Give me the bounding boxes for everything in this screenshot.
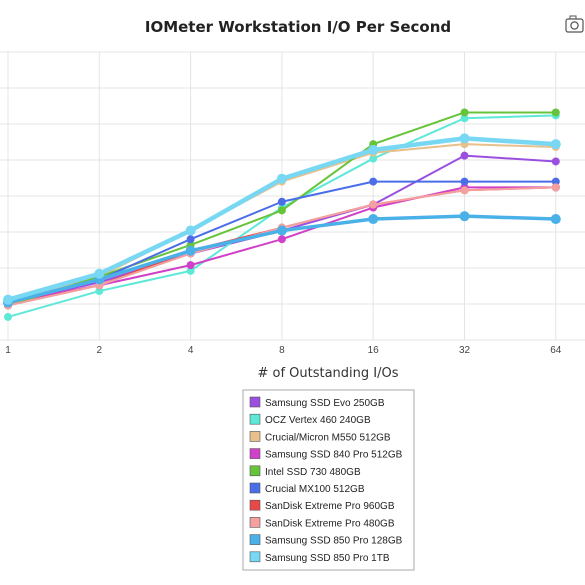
legend-label: Crucial/Micron M550 512GB — [265, 432, 391, 443]
data-point[interactable] — [185, 245, 196, 256]
data-point[interactable] — [369, 177, 378, 186]
data-point[interactable] — [551, 108, 560, 117]
legend-label: Samsung SSD 840 Pro 512GB — [265, 450, 403, 461]
legend-item[interactable]: Crucial MX100 512GB — [249, 482, 365, 495]
data-point[interactable] — [551, 157, 560, 166]
data-point[interactable] — [550, 214, 561, 225]
data-point[interactable] — [94, 268, 105, 279]
data-point[interactable] — [369, 200, 378, 209]
legend-label: SanDisk Extreme Pro 960GB — [265, 501, 395, 512]
data-point[interactable] — [4, 312, 12, 321]
legend-item[interactable]: Intel SSD 730 480GB — [249, 465, 361, 478]
plot-grid — [0, 51, 585, 341]
x-tick-label: 16 — [368, 345, 380, 356]
legend-label: Intel SSD 730 480GB — [265, 467, 361, 478]
legend-label: Samsung SSD 850 Pro 128GB — [265, 536, 403, 547]
x-axis-ticks: 1 2 4 8 16 32 64 — [5, 345, 562, 356]
legend: Samsung SSD Evo 250GB OCZ Vertex 460 240G… — [242, 389, 415, 571]
data-point[interactable] — [551, 183, 560, 192]
data-point[interactable] — [186, 235, 195, 244]
series-layer — [3, 108, 561, 321]
legend-label: OCZ Vertex 460 240GB — [265, 415, 371, 426]
legend-label: Samsung SSD Evo 250GB — [265, 398, 385, 409]
data-point[interactable] — [550, 139, 561, 150]
legend-item[interactable]: SanDisk Extreme Pro 960GB — [249, 499, 395, 512]
data-point[interactable] — [369, 154, 378, 163]
data-point[interactable] — [551, 177, 560, 186]
data-point[interactable] — [186, 261, 195, 270]
legend-swatch — [249, 499, 261, 511]
chart-title: IOMeter Workstation I/O Per Second — [145, 18, 451, 36]
legend-label: Crucial MX100 512GB — [265, 484, 365, 495]
legend-swatch — [249, 448, 261, 459]
x-axis-label: # of Outstanding I/Os — [257, 366, 398, 381]
data-point[interactable] — [459, 133, 470, 144]
data-point[interactable] — [460, 114, 469, 123]
data-point[interactable] — [368, 144, 379, 155]
legend-item[interactable]: OCZ Vertex 460 240GB — [249, 413, 371, 426]
data-point[interactable] — [460, 108, 469, 117]
data-point[interactable] — [277, 197, 286, 206]
x-tick-label: 1 — [5, 345, 11, 356]
legend-swatch — [249, 551, 261, 563]
legend-item[interactable]: Samsung SSD 850 Pro 1TB — [249, 551, 390, 564]
data-point[interactable] — [460, 186, 469, 195]
legend-item[interactable]: Crucial/Micron M550 512GB — [249, 431, 391, 443]
legend-label: Samsung SSD 850 Pro 1TB — [265, 553, 390, 564]
data-point[interactable] — [95, 287, 104, 296]
legend-item[interactable]: Samsung SSD 840 Pro 512GB — [249, 448, 403, 461]
data-point[interactable] — [276, 225, 287, 236]
data-point[interactable] — [276, 173, 287, 184]
legend-swatch — [249, 431, 261, 442]
data-point[interactable] — [277, 235, 286, 244]
series-9[interactable] — [3, 133, 561, 305]
x-tick-label: 64 — [550, 345, 562, 356]
legend-label: SanDisk Extreme Pro 480GB — [265, 518, 395, 529]
data-point[interactable] — [277, 206, 286, 215]
legend-swatch — [249, 465, 261, 477]
legend-item[interactable]: Samsung SSD 850 Pro 128GB — [249, 534, 403, 547]
legend-swatch — [249, 396, 261, 408]
data-point[interactable] — [368, 214, 379, 225]
legend-box — [242, 389, 415, 571]
x-tick-label: 32 — [459, 345, 471, 356]
legend-swatch — [249, 534, 261, 545]
legend-swatch — [249, 482, 261, 494]
data-point[interactable] — [460, 177, 469, 186]
data-point[interactable] — [185, 225, 196, 236]
data-point[interactable] — [459, 211, 470, 222]
legend-swatch — [249, 517, 261, 528]
x-tick-label: 8 — [279, 345, 285, 356]
x-tick-label: 2 — [97, 345, 103, 356]
x-tick-label: 4 — [188, 345, 194, 356]
data-point[interactable] — [460, 151, 469, 160]
legend-item[interactable]: SanDisk Extreme Pro 480GB — [249, 517, 395, 529]
legend-swatch — [249, 413, 261, 425]
data-point[interactable] — [3, 294, 13, 305]
legend-item[interactable]: Samsung SSD Evo 250GB — [249, 396, 385, 409]
data-point[interactable] — [186, 266, 195, 275]
camera-icon[interactable] — [565, 15, 584, 33]
